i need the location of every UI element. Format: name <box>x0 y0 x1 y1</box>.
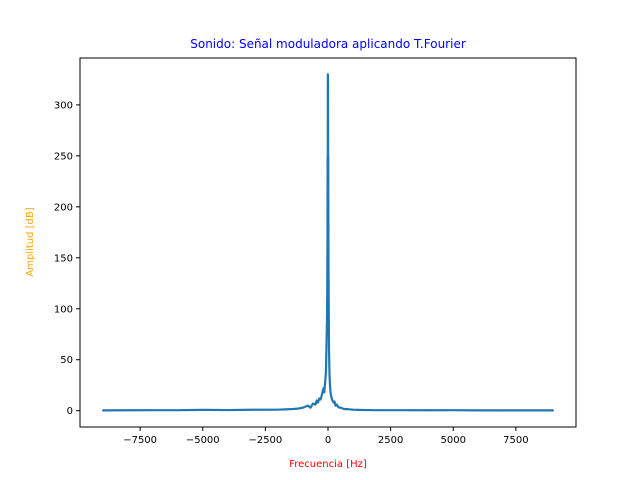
data-point <box>338 407 340 409</box>
y-tick-label: 200 <box>54 202 73 213</box>
data-point <box>327 206 329 208</box>
data-point <box>339 407 342 409</box>
data-point <box>357 409 359 411</box>
y-tick-label: 50 <box>60 355 73 366</box>
data-point <box>297 408 299 410</box>
x-tick-label: 7500 <box>503 435 528 446</box>
y-tick-label: 300 <box>54 100 73 111</box>
data-point <box>552 409 555 411</box>
data-point <box>328 374 331 376</box>
data-point <box>427 409 429 411</box>
y-axis-label: Amplitud [dB] <box>25 207 36 276</box>
y-tick-label: 150 <box>54 253 73 264</box>
data-point <box>327 73 329 75</box>
data-point <box>302 407 304 409</box>
data-point <box>321 391 324 393</box>
y-axis-ticks: 0 50 100 150 200 250 300 <box>54 100 80 417</box>
data-point <box>289 408 292 410</box>
data-point <box>318 397 320 400</box>
data-point <box>342 408 344 410</box>
data-point <box>377 409 379 411</box>
x-tick-label: −5000 <box>186 435 220 446</box>
data-point <box>307 404 309 407</box>
y-tick-label: 250 <box>54 151 73 162</box>
data-point <box>322 387 325 389</box>
data-point <box>329 391 332 393</box>
data-point <box>324 377 327 379</box>
x-tick-label: 5000 <box>441 435 466 446</box>
data-point <box>347 408 349 410</box>
data-point <box>309 407 312 409</box>
data-point <box>252 409 254 411</box>
data-point <box>152 409 154 411</box>
data-point <box>325 343 328 346</box>
x-axis-ticks: −7500 −5000 −2500 0 2500 5000 7500 <box>123 427 529 446</box>
data-point <box>331 399 334 402</box>
series-layer <box>101 73 555 412</box>
x-tick-label: 2500 <box>378 435 403 446</box>
data-point <box>352 409 354 411</box>
data-point <box>327 226 329 228</box>
data-point <box>312 402 314 405</box>
data-point <box>319 398 322 401</box>
data-point <box>324 383 326 385</box>
data-point <box>452 409 454 411</box>
data-point <box>317 401 319 404</box>
data-point <box>337 406 339 408</box>
data-point <box>320 395 323 398</box>
data-point <box>325 369 327 371</box>
data-point <box>326 318 328 320</box>
x-tick-label: −2500 <box>248 435 282 446</box>
data-point <box>277 409 279 411</box>
y-tick-label: 100 <box>54 304 73 315</box>
data-point <box>323 391 325 393</box>
data-point <box>202 409 204 411</box>
data-point <box>328 348 330 351</box>
data-point <box>101 409 104 411</box>
data-point <box>329 384 331 386</box>
y-tick-label: 0 <box>67 406 73 417</box>
data-point <box>334 404 337 407</box>
data-point <box>344 408 347 410</box>
x-tick-label: −7500 <box>123 435 157 446</box>
data-point <box>326 287 328 289</box>
data-point <box>477 409 479 411</box>
data-point <box>336 403 338 406</box>
data-point <box>402 409 404 411</box>
data-point <box>333 400 336 403</box>
data-point <box>330 394 332 396</box>
data-point <box>127 409 129 411</box>
data-point <box>364 409 367 411</box>
data-point <box>502 409 504 411</box>
data-point <box>327 157 329 159</box>
data-point <box>227 409 229 411</box>
data-point <box>327 165 329 167</box>
data-point <box>327 83 329 86</box>
data-point <box>327 267 330 269</box>
chart-title: Sonido: Señal moduladora aplicando T.Fou… <box>190 37 466 51</box>
data-point <box>177 409 179 411</box>
data-point <box>332 401 335 404</box>
data-point <box>314 403 317 406</box>
data-point <box>326 236 329 238</box>
data-point <box>331 397 333 400</box>
x-tick-label: 0 <box>325 435 331 446</box>
data-point <box>316 399 318 402</box>
x-axis-label: Frecuencia [Hz] <box>289 459 367 470</box>
data-point <box>327 155 329 157</box>
data-point <box>328 308 330 310</box>
data-point <box>527 409 530 411</box>
